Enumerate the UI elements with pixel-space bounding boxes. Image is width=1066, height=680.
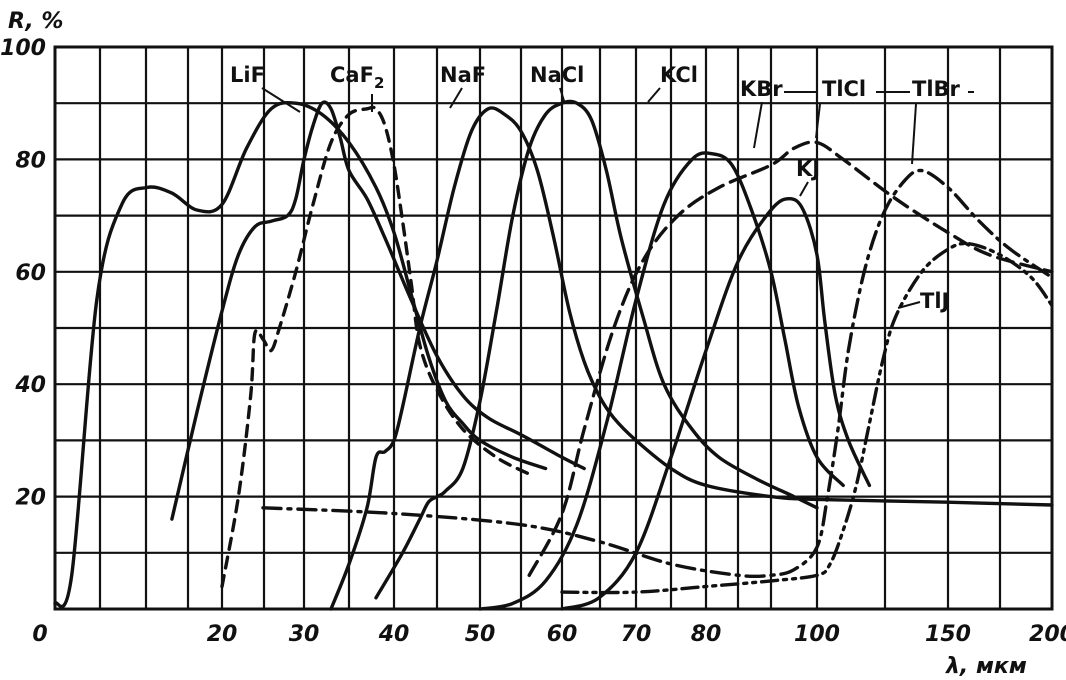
series-label-tlj: TlJ [920,289,949,313]
series-line-lif [53,100,548,609]
x-tick-label: 50 [465,622,496,647]
label-leader [753,101,763,149]
series-line-kbr [478,151,845,611]
series-line-nacl [329,106,1054,611]
series-label-caf2: CaF2 [330,63,384,92]
series-line-kcl [374,99,819,600]
x-tick-label: 40 [378,622,410,647]
y-tick-label: 20 [15,486,46,511]
series-label-kj: KJ [796,157,820,181]
y-tick-label: 60 [15,261,46,286]
x-tick-label: 70 [621,622,652,647]
series-line-caf2 [170,100,586,521]
x-tick-label: 100 [794,622,840,647]
plot-frame [53,45,1054,611]
series-labels: LiF CaF2 NaF NaCl KCl KBr TlCl KJ TlBr TlJ [230,63,961,313]
label-leader [449,87,463,109]
label-leader [815,103,821,139]
x-tick-label: 30 [289,622,320,647]
grid [55,47,1052,609]
x-tick-label: 60 [547,622,578,647]
x-tick-label: 150 [925,622,971,647]
series-line-naf [220,105,531,589]
x-tick-label: 80 [691,622,722,647]
curves [53,99,1054,611]
label-leader [799,181,809,197]
series-label-naf: NaF [440,63,486,87]
series-label-lif: LiF [230,63,265,87]
series-line-tlbr [261,168,1054,579]
series-label-nacl: NaCl [530,63,584,87]
x-tick-label: 20 [207,622,238,647]
label-leader [647,87,661,103]
label-leader [261,87,301,113]
x-tick-label: 0 [32,622,47,647]
x-tick-labels: 0 20 30 40 50 60 70 80 100 150 200 [32,622,1066,647]
y-tick-label: 80 [15,148,46,173]
series-line-kj [560,197,872,611]
label-leader [911,103,917,165]
label-leaders [261,87,974,309]
label-leader [559,87,566,105]
x-tick-label: 200 [1029,622,1066,647]
label-leader [897,301,921,309]
series-label-tlcl: TlCl [822,77,866,101]
series-label-kcl: KCl [660,63,698,87]
series-label-kbr: KBr [740,77,783,101]
y-tick-label: 40 [14,373,46,398]
series-line-tlj [560,241,1054,595]
x-axis-title: λ, мкм [945,654,1027,679]
y-tick-labels: 20 40 60 80 100 [0,36,46,511]
series-label-tlbr: TlBr [912,77,961,101]
series-line-tlcl [527,140,1054,577]
y-axis-title: R, % [8,9,63,34]
y-tick-label: 100 [0,36,46,61]
